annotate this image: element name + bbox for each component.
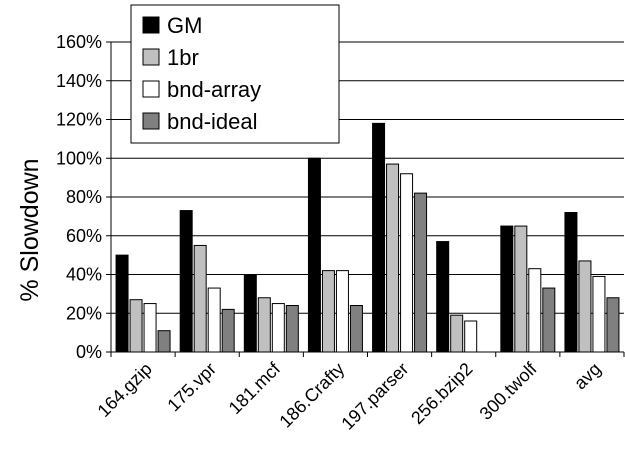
bar-1br [386, 163, 400, 353]
legend-label: GM [167, 13, 202, 38]
x-tick-label: 175.vpr [163, 359, 220, 416]
bar-bnd-ideal [542, 287, 556, 353]
bar-bnd-ideal [157, 330, 171, 353]
x-tick-label: avg [570, 359, 605, 394]
bar-1br [450, 314, 464, 353]
x-tick-label: 164.gzip [94, 359, 156, 421]
bar-1br [321, 270, 335, 353]
bar-1br [514, 225, 528, 353]
bar-bnd-array [335, 270, 349, 353]
y-tick-label: 140% [56, 71, 102, 91]
legend-label: 1br [167, 45, 199, 70]
y-axis-title: % Slowdown [16, 158, 44, 301]
x-tick-label: 300.twolf [476, 358, 542, 424]
bar-1br [578, 260, 592, 353]
y-tick-label: 80% [66, 187, 102, 207]
legend-swatch [142, 112, 160, 130]
legend-swatch [142, 16, 160, 34]
axes-layer [106, 41, 625, 357]
y-tick-label: 20% [66, 303, 102, 323]
legend-swatch [142, 80, 160, 98]
bar-1br [257, 297, 271, 353]
bar-gm [179, 210, 193, 353]
legend-label: bnd-ideal [167, 109, 258, 134]
y-tick-label: 100% [56, 148, 102, 168]
x-tick-label: 181.mcf [225, 358, 285, 418]
bar-bnd-array [528, 268, 542, 353]
bar-bnd-array [464, 320, 478, 353]
bar-1br [129, 299, 143, 353]
bar-gm [243, 274, 257, 353]
bar-bnd-ideal [221, 308, 235, 353]
bar-gm [436, 241, 450, 353]
bar-bnd-array [271, 303, 285, 353]
bar-bnd-array [143, 303, 157, 353]
x-tick-label: 197.parser [337, 359, 412, 434]
bar-1br [193, 244, 207, 353]
bar-gm [564, 212, 578, 353]
legend-box [130, 4, 340, 144]
bar-bnd-array [207, 287, 221, 353]
bar-bnd-ideal [414, 192, 428, 353]
bar-bnd-ideal [606, 297, 620, 353]
legend-label: bnd-array [167, 77, 261, 102]
y-tick-label: 120% [56, 110, 102, 130]
bar-bnd-ideal [285, 305, 299, 353]
bar-gm [500, 225, 514, 353]
legend: GM 1br bnd-array bnd-ideal [130, 4, 340, 144]
bar-gm [307, 157, 321, 353]
x-tick-label: 256.bzip2 [407, 359, 476, 428]
bar-gm [372, 122, 386, 353]
bar-gm [115, 254, 129, 353]
y-tick-label: 0% [76, 342, 102, 362]
y-tick-label: 160% [56, 32, 102, 52]
y-tick-label: 60% [66, 226, 102, 246]
y-tick-label: 40% [66, 265, 102, 285]
bar-bnd-ideal [349, 305, 363, 353]
bar-bnd-array [400, 173, 414, 353]
bars-layer [115, 122, 620, 353]
legend-swatch [142, 48, 160, 66]
bar-bnd-array [592, 275, 606, 353]
